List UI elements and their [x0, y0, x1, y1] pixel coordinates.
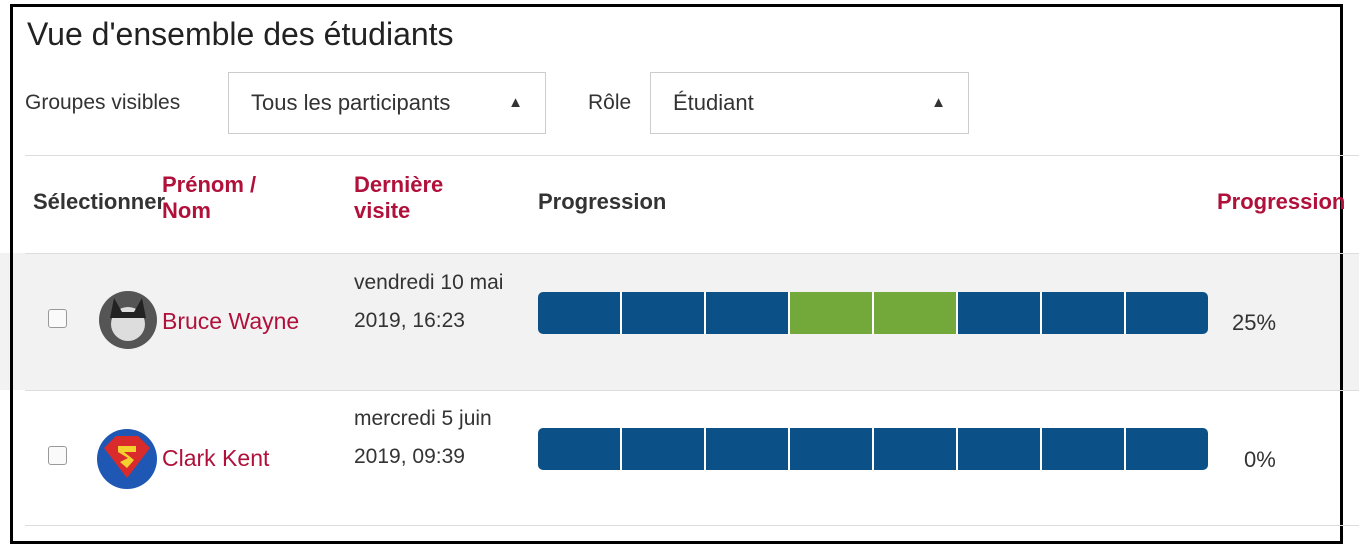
- progress-segment[interactable]: [538, 292, 620, 334]
- page: {"header":{"title":"Vue d'ensemble des é…: [0, 0, 1359, 526]
- progress-segment[interactable]: [622, 292, 704, 334]
- progress-bar: [538, 292, 1208, 334]
- divider: [25, 155, 1359, 156]
- column-header: Progression: [538, 189, 666, 215]
- divider: [25, 253, 1359, 254]
- progress-segment[interactable]: [1042, 292, 1124, 334]
- progress-segment[interactable]: [622, 428, 704, 470]
- progress-segment[interactable]: [790, 292, 872, 334]
- progress-segment[interactable]: [1126, 428, 1208, 470]
- avatar: [96, 428, 158, 490]
- column-header: Sélectionner: [33, 189, 165, 215]
- checkbox[interactable]: [48, 309, 67, 328]
- avatar: [98, 290, 158, 350]
- select-value: Tous les participants: [251, 90, 450, 115]
- last-visit: vendredi 10 mai 2019, 16:23: [354, 264, 514, 340]
- select[interactable]: Tous les participants ▲︎: [228, 72, 546, 134]
- student-name[interactable]: Clark Kent: [162, 445, 269, 472]
- title: Vue d'ensemble des étudiants: [27, 16, 454, 53]
- filter-label: Groupes visibles: [25, 91, 180, 115]
- last-visit: mercredi 5 juin 2019, 09:39: [354, 400, 514, 476]
- progress-segment[interactable]: [790, 428, 872, 470]
- progress-segment[interactable]: [706, 292, 788, 334]
- progress-segment[interactable]: [958, 292, 1040, 334]
- progress-segment[interactable]: [706, 428, 788, 470]
- student-name[interactable]: Bruce Wayne: [162, 308, 299, 335]
- arrow: ▲︎: [508, 73, 523, 133]
- divider: [25, 390, 1359, 391]
- checkbox[interactable]: [48, 446, 67, 465]
- select-value: Étudiant: [673, 90, 754, 115]
- column-header[interactable]: Prénom / Nom: [162, 172, 292, 224]
- progress-segment[interactable]: [538, 428, 620, 470]
- filter-label: Rôle: [588, 91, 631, 115]
- progress-segment[interactable]: [874, 292, 956, 334]
- select[interactable]: Étudiant ▲︎: [650, 72, 969, 134]
- column-header[interactable]: Progression: [1217, 189, 1345, 215]
- progress-percent: 25%: [1232, 310, 1276, 336]
- progress-segment[interactable]: [1042, 428, 1124, 470]
- progress-segment[interactable]: [1126, 292, 1208, 334]
- progress-segment[interactable]: [958, 428, 1040, 470]
- progress-segment[interactable]: [874, 428, 956, 470]
- arrow: ▲︎: [931, 73, 946, 133]
- column-header[interactable]: Dernière visite: [354, 172, 464, 224]
- progress-percent: 0%: [1244, 447, 1276, 473]
- progress-bar: [538, 428, 1208, 470]
